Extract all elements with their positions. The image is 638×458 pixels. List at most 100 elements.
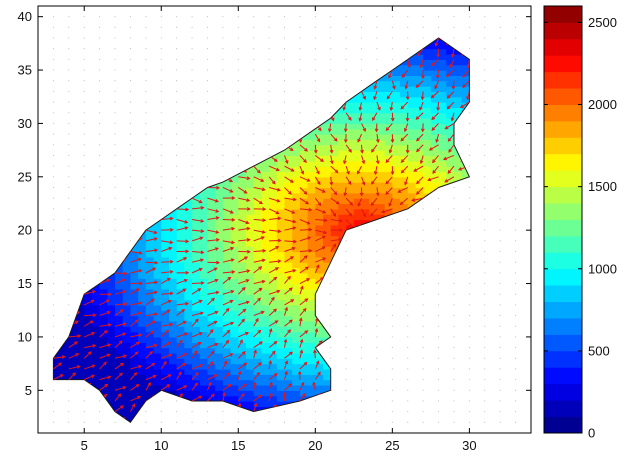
grid-dot <box>422 421 424 423</box>
contour-cell <box>145 384 155 391</box>
contour-cell <box>176 358 185 365</box>
contour-cell <box>245 176 255 183</box>
contour-cell <box>207 262 216 269</box>
grid-dot <box>407 283 409 285</box>
grid-dot <box>422 208 424 210</box>
contour-cell <box>138 326 147 333</box>
contour-cell <box>184 267 193 274</box>
grid-dot <box>515 283 517 285</box>
contour-cell <box>115 288 124 295</box>
contour-cell <box>215 219 224 226</box>
contour-cell <box>153 352 162 359</box>
contour-cell <box>269 262 278 269</box>
contour-cell <box>161 246 170 253</box>
contour-cell <box>376 96 386 103</box>
grid-dot <box>83 26 85 28</box>
contour-cell <box>184 219 193 226</box>
grid-dot <box>391 26 393 28</box>
grid-dot <box>499 197 501 199</box>
contour-cell <box>269 203 278 210</box>
contour-cell <box>330 240 340 247</box>
contour-cell <box>338 128 347 135</box>
grid-dot <box>360 379 363 381</box>
contour-cell <box>199 256 209 263</box>
grid-dot <box>407 240 409 242</box>
grid-dot <box>391 379 393 381</box>
contour-cell <box>176 208 185 215</box>
grid-dot <box>438 400 440 402</box>
grid-dot <box>268 421 270 423</box>
grid-dot <box>52 240 54 242</box>
grid-dot <box>453 347 455 349</box>
contour-cell <box>230 294 239 301</box>
contour-cell <box>130 310 139 317</box>
contour-cell <box>138 352 147 359</box>
contour-cell <box>76 368 85 375</box>
contour-cell <box>369 155 378 162</box>
grid-dot <box>145 69 147 71</box>
grid-dot <box>83 112 85 114</box>
contour-cell <box>315 150 324 157</box>
contour-cell <box>184 288 193 295</box>
contour-cell <box>222 310 232 317</box>
contour-cell <box>315 331 324 338</box>
grid-dot <box>515 165 517 167</box>
contour-cell <box>192 326 201 333</box>
contour-cell <box>315 368 324 375</box>
contour-cell <box>307 379 316 386</box>
contour-cell <box>276 203 286 210</box>
contour-cell <box>199 331 209 338</box>
contour-cell <box>292 251 301 258</box>
grid-dot <box>176 411 178 413</box>
contour-cell <box>261 203 270 210</box>
contour-cell <box>176 299 185 306</box>
contour-cell <box>207 203 216 210</box>
contour-cell <box>307 288 316 295</box>
contour-cell <box>261 182 270 189</box>
contour-cell <box>199 347 209 354</box>
grid-dot <box>376 293 378 295</box>
contour-cell <box>369 208 378 215</box>
grid-dot <box>407 421 409 423</box>
contour-cell <box>68 363 78 370</box>
contour-cell <box>184 310 193 317</box>
contour-cell <box>130 406 139 413</box>
contour-cell <box>238 342 247 349</box>
grid-dot <box>484 16 486 18</box>
contour-cell <box>238 203 247 210</box>
contour-cell <box>315 187 324 194</box>
grid-dot <box>345 261 347 263</box>
contour-cell <box>261 331 270 338</box>
contour-cell <box>269 182 278 189</box>
grid-dot <box>499 325 501 327</box>
grid-dot <box>453 26 455 28</box>
grid-dot <box>438 272 440 274</box>
contour-cell <box>176 294 185 301</box>
grid-dot <box>453 389 455 391</box>
contour-cell <box>84 368 93 375</box>
grid-dot <box>99 101 101 103</box>
grid-dot <box>468 293 470 295</box>
contour-cell <box>168 347 178 354</box>
grid-dot <box>129 69 131 71</box>
contour-cell <box>107 294 116 301</box>
grid-dot <box>176 80 178 82</box>
grid-dot <box>360 16 363 18</box>
grid-dot <box>52 272 54 274</box>
contour-cell <box>276 187 286 194</box>
grid-dot <box>438 26 440 28</box>
contour-cell <box>184 256 193 263</box>
grid-dot <box>129 186 131 189</box>
grid-dot <box>145 154 147 156</box>
contour-cell <box>192 320 201 327</box>
contour-cell <box>284 171 293 178</box>
contour-cell <box>245 192 255 199</box>
contour-cell <box>99 358 108 365</box>
grid-dot <box>160 144 162 146</box>
grid-dot <box>237 165 239 167</box>
grid-dot <box>222 90 224 92</box>
contour-cell <box>215 262 224 269</box>
contour-cell <box>299 299 309 306</box>
contour-cell <box>230 363 239 370</box>
grid-dot <box>499 90 501 92</box>
